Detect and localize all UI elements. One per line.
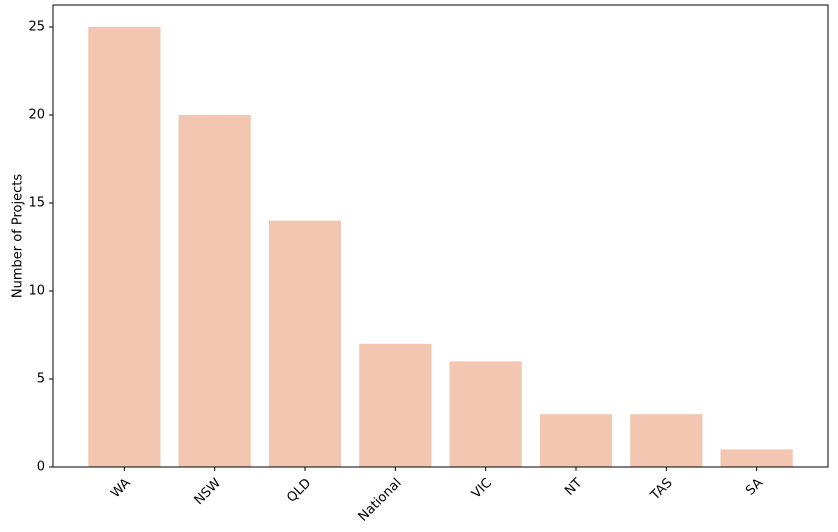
bar	[449, 361, 522, 467]
x-tick-label: TAS	[647, 476, 675, 504]
bar	[720, 449, 793, 467]
x-tick-label: National	[356, 476, 405, 525]
y-tick-label: 15	[28, 196, 45, 211]
x-tick-label: WA	[108, 476, 134, 502]
bar	[178, 115, 251, 467]
bar	[539, 414, 613, 467]
bar	[268, 220, 342, 467]
x-tick-label: SA	[743, 476, 766, 499]
y-axis-label: Number of Projects	[11, 174, 26, 298]
y-tick-label: 25	[28, 20, 45, 35]
plot-frame	[52, 4, 829, 468]
bar	[359, 343, 432, 467]
y-tick-label: 0	[37, 460, 45, 475]
y-tick-label: 5	[37, 372, 45, 387]
y-tick-label: 20	[28, 108, 45, 123]
x-tick-label: QLD	[284, 476, 314, 506]
x-tick-label: NSW	[192, 476, 225, 509]
bar	[630, 414, 703, 467]
x-tick-label: NT	[562, 476, 585, 499]
bar	[88, 27, 161, 467]
y-tick-label: 10	[28, 284, 45, 299]
x-tick-label: VIC	[469, 476, 495, 502]
